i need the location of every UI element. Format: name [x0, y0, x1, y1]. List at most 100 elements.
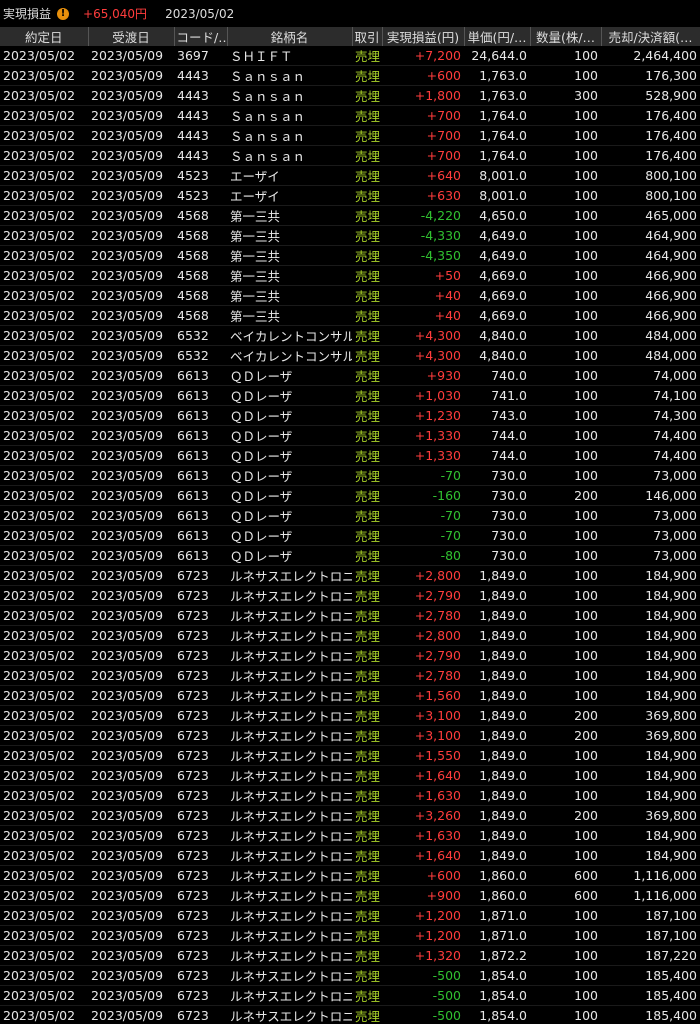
- trade-row[interactable]: 2023/05/022023/05/096723ルネサスエレクトロニクス売埋+1…: [0, 845, 700, 866]
- cell: 2023/05/02: [0, 345, 88, 366]
- trade-row[interactable]: 2023/05/02 2023/05/09 4568 第一三共 売埋 -4,220 4,65…: [0, 205, 700, 226]
- trade-row[interactable]: 2023/05/022023/05/096723ルネサスエレクトロニクス売埋+3…: [0, 705, 700, 726]
- trade-row[interactable]: 2023/05/022023/05/096723ルネサスエレクトロニクス売埋+1…: [0, 825, 700, 846]
- trade-row[interactable]: 2023/05/022023/05/096723ルネサスエレクトロニクス売埋+1…: [0, 785, 700, 806]
- trade-row[interactable]: 2023/05/02 2023/05/09 6613 ＱＤレーザ 売埋 +930 740.0…: [0, 365, 700, 386]
- cell: 2023/05/09: [88, 725, 174, 746]
- cell: -70: [382, 525, 464, 546]
- cell: 100: [530, 205, 601, 226]
- trade-row[interactable]: 2023/05/02 2023/05/09 6613 ＱＤレーザ 売埋 -70 730.0 1…: [0, 465, 700, 486]
- trade-row[interactable]: 2023/05/02 2023/05/09 4443 Ｓａｎｓａｎ 売埋 +700 1,76…: [0, 125, 700, 146]
- column-header[interactable]: 約定日: [0, 27, 89, 46]
- cell: 184,900: [601, 665, 700, 686]
- cell: 2023/05/02: [0, 325, 88, 346]
- cell: +700: [382, 125, 464, 146]
- trade-row[interactable]: 2023/05/022023/05/096723ルネサスエレクトロニクス売埋+2…: [0, 625, 700, 646]
- column-header[interactable]: コード/…: [174, 27, 228, 46]
- trade-row[interactable]: 2023/05/02 2023/05/09 4523 エーザイ 売埋 +630 8,001.…: [0, 185, 700, 206]
- trade-row[interactable]: 2023/05/02 2023/05/09 6613 ＱＤレーザ 売埋 +1,030 741…: [0, 385, 700, 406]
- trade-row[interactable]: 2023/05/02 2023/05/09 6613 ＱＤレーザ 売埋 +1,330 744…: [0, 425, 700, 446]
- cell: 6723: [174, 765, 227, 786]
- cell: 2023/05/09: [88, 825, 174, 846]
- trade-row[interactable]: 2023/05/022023/05/096723ルネサスエレクトロニクス売埋+1…: [0, 905, 700, 926]
- trade-row[interactable]: 2023/05/022023/05/096723ルネサスエレクトロニクス売埋+1…: [0, 945, 700, 966]
- trade-row[interactable]: 2023/05/02 2023/05/09 4443 Ｓａｎｓａｎ 売埋 +700 1,76…: [0, 105, 700, 126]
- trade-row[interactable]: 2023/05/022023/05/096723ルネサスエレクトロニクス売埋+6…: [0, 865, 700, 886]
- trade-row[interactable]: 2023/05/02 2023/05/09 6613 ＱＤレーザ 売埋 -80 730.0 1…: [0, 545, 700, 566]
- cell: 100: [530, 65, 601, 86]
- trade-row[interactable]: 2023/05/022023/05/096723ルネサスエレクトロニクス売埋+3…: [0, 725, 700, 746]
- trade-row[interactable]: 2023/05/022023/05/096723ルネサスエレクトロニクス売埋+2…: [0, 605, 700, 626]
- cell: ルネサスエレクトロニクス: [227, 865, 352, 886]
- cell: -500: [382, 985, 464, 1006]
- trade-row[interactable]: 2023/05/022023/05/096723ルネサスエレクトロニクス売埋+1…: [0, 745, 700, 766]
- cell: 2023/05/02: [0, 505, 88, 526]
- trade-row[interactable]: 2023/05/02 2023/05/09 6613 ＱＤレーザ 売埋 -70 730.0 1…: [0, 525, 700, 546]
- column-header[interactable]: 実現損益(円): [382, 27, 465, 46]
- trade-row[interactable]: 2023/05/022023/05/096723ルネサスエレクトロニクス売埋+1…: [0, 765, 700, 786]
- cell: 2023/05/02: [0, 665, 88, 686]
- trade-row[interactable]: 2023/05/022023/05/096723ルネサスエレクトロニクス売埋+2…: [0, 565, 700, 586]
- cell: +1,800: [382, 85, 464, 106]
- cell: 2023/05/09: [88, 1005, 174, 1024]
- cell: 744.0: [464, 425, 530, 446]
- cell: ＱＤレーザ: [227, 485, 352, 506]
- trade-row[interactable]: 2023/05/022023/05/096723ルネサスエレクトロニクス売埋+2…: [0, 645, 700, 666]
- cell: -500: [382, 965, 464, 986]
- cell: ＱＤレーザ: [227, 425, 352, 446]
- cell: 6613: [174, 385, 227, 406]
- cell: Ｓａｎｓａｎ: [227, 85, 352, 106]
- trade-row[interactable]: 2023/05/02 2023/05/09 4523 エーザイ 売埋 +640 8,001.…: [0, 165, 700, 186]
- cell: 146,000: [601, 485, 700, 506]
- cell: ルネサスエレクトロニクス: [227, 925, 352, 946]
- cell: -70: [382, 465, 464, 486]
- trade-row[interactable]: 2023/05/022023/05/096723ルネサスエレクトロニクス売埋-5…: [0, 1005, 700, 1024]
- trade-row[interactable]: 2023/05/02 2023/05/09 4443 Ｓａｎｓａｎ 売埋 +700 1,76…: [0, 145, 700, 166]
- column-header[interactable]: 受渡日: [88, 27, 175, 46]
- trade-row[interactable]: 2023/05/02 2023/05/09 4568 第一三共 売埋 +40 4,669.0…: [0, 285, 700, 306]
- cell: 第一三共: [227, 225, 352, 246]
- trade-row[interactable]: 2023/05/022023/05/096532ベイカレントコンサルティ…売埋+…: [0, 345, 700, 366]
- cell: ルネサスエレクトロニクス: [227, 985, 352, 1006]
- cell: 200: [530, 805, 601, 826]
- header-row: 約定日 受渡日 コード/… 銘柄名 取引 実現損益(円) 単価(円/… 数量(株/… 売却/決済…: [0, 27, 700, 46]
- column-header[interactable]: 銘柄名: [227, 27, 353, 46]
- cell: 売埋: [352, 605, 382, 626]
- trade-row[interactable]: 2023/05/02 2023/05/09 3697 ＳＨＩＦＴ 売埋 +7,200 24,…: [0, 46, 700, 66]
- cell: 1,763.0: [464, 85, 530, 106]
- trade-row[interactable]: 2023/05/02 2023/05/09 6613 ＱＤレーザ 売埋 +1,330 744…: [0, 445, 700, 466]
- trade-row[interactable]: 2023/05/02 2023/05/09 4568 第一三共 売埋 +50 4,669.0…: [0, 265, 700, 286]
- cell: 24,644.0: [464, 46, 530, 66]
- trade-row[interactable]: 2023/05/022023/05/096723ルネサスエレクトロニクス売埋+2…: [0, 585, 700, 606]
- trade-row[interactable]: 2023/05/022023/05/096723ルネサスエレクトロニクス売埋-5…: [0, 965, 700, 986]
- trade-row[interactable]: 2023/05/02 2023/05/09 4443 Ｓａｎｓａｎ 売埋 +1,800 1,…: [0, 85, 700, 106]
- trade-row[interactable]: 2023/05/022023/05/096723ルネサスエレクトロニクス売埋+1…: [0, 685, 700, 706]
- trade-row[interactable]: 2023/05/022023/05/096723ルネサスエレクトロニクス売埋+9…: [0, 885, 700, 906]
- alert-icon[interactable]: !: [57, 7, 70, 20]
- trade-row[interactable]: 2023/05/02 2023/05/09 4568 第一三共 売埋 +40 4,669.0…: [0, 305, 700, 326]
- cell: 6613: [174, 485, 227, 506]
- trade-row[interactable]: 2023/05/02 2023/05/09 6613 ＱＤレーザ 売埋 +1,230 743…: [0, 405, 700, 426]
- trade-row[interactable]: 2023/05/02 2023/05/09 4568 第一三共 売埋 -4,350 4,64…: [0, 245, 700, 266]
- cell: 売埋: [352, 385, 382, 406]
- cell: 2023/05/09: [88, 485, 174, 506]
- cell: ルネサスエレクトロニクス: [227, 585, 352, 606]
- trade-row[interactable]: 2023/05/022023/05/096723ルネサスエレクトロニクス売埋-5…: [0, 985, 700, 1006]
- column-header[interactable]: 売却/決済額(…: [601, 27, 700, 46]
- cell: 184,900: [601, 825, 700, 846]
- column-header[interactable]: 取引: [352, 27, 383, 46]
- trade-row[interactable]: 2023/05/02 2023/05/09 4443 Ｓａｎｓａｎ 売埋 +600 1,76…: [0, 65, 700, 86]
- cell: 売埋: [352, 505, 382, 526]
- trade-row[interactable]: 2023/05/022023/05/096723ルネサスエレクトロニクス売埋+2…: [0, 665, 700, 686]
- trade-row[interactable]: 2023/05/02 2023/05/09 6613 ＱＤレーザ 売埋 -160 730.0…: [0, 485, 700, 506]
- trade-row[interactable]: 2023/05/022023/05/096723ルネサスエレクトロニクス売埋+1…: [0, 925, 700, 946]
- trade-row[interactable]: 2023/05/022023/05/096532ベイカレントコンサルティ…売埋+…: [0, 325, 700, 346]
- trade-row[interactable]: 2023/05/02 2023/05/09 6613 ＱＤレーザ 売埋 -70 730.0 1…: [0, 505, 700, 526]
- column-header[interactable]: 数量(株/…: [530, 27, 602, 46]
- cell: Ｓａｎｓａｎ: [227, 65, 352, 86]
- trade-row[interactable]: 2023/05/022023/05/096723ルネサスエレクトロニクス売埋+3…: [0, 805, 700, 826]
- column-header[interactable]: 単価(円/…: [464, 27, 531, 46]
- trade-row[interactable]: 2023/05/02 2023/05/09 4568 第一三共 売埋 -4,330 4,64…: [0, 225, 700, 246]
- cell: 369,800: [601, 805, 700, 826]
- cell: +1,230: [382, 405, 464, 426]
